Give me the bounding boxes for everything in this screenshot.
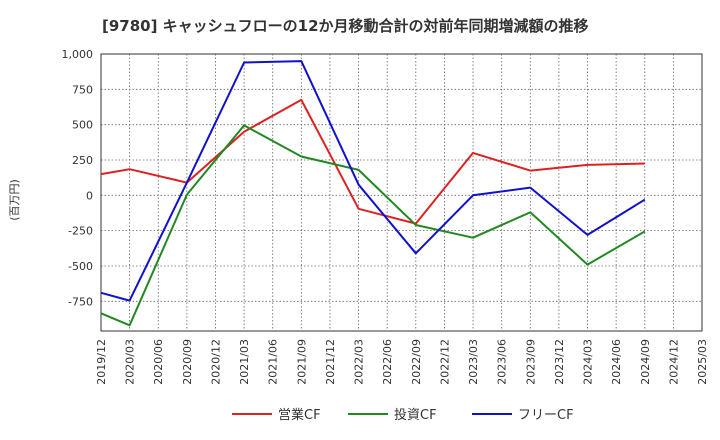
legend-label: 営業CF <box>278 407 321 423</box>
legend: 営業CF 投資CF フリーCF <box>232 407 574 423</box>
x-tick-label: 2019/12 <box>95 339 108 385</box>
x-tick-label: 2021/03 <box>238 339 251 385</box>
x-tick-label: 2020/12 <box>209 339 222 385</box>
x-tick-label: 2022/06 <box>381 339 394 385</box>
series-line-2 <box>100 60 646 302</box>
x-tick-label: 2023/03 <box>467 339 480 385</box>
x-tick-label: 2023/06 <box>496 339 509 385</box>
x-tick-label: 2021/09 <box>295 339 308 385</box>
x-tick-label: 2021/06 <box>267 339 280 385</box>
chart-title: [9780] キャッシュフローの12か月移動合計の対前年同期増減額の推移 <box>102 17 589 35</box>
x-tick-label: 2024/12 <box>667 339 680 385</box>
x-tick-label: 2023/09 <box>524 339 537 385</box>
x-tick-label: 2024/09 <box>639 339 652 385</box>
grid <box>100 53 703 331</box>
x-tick-label: 2022/03 <box>353 339 366 385</box>
legend-label: 投資CF <box>394 407 437 423</box>
y-tick-label: 250 <box>72 154 93 167</box>
y-axis-label: (百万円) <box>8 179 21 221</box>
axes: 1,000 750 500 250 0 -250 -500 -750 2019/12 2020/0… <box>62 48 710 385</box>
y-tick-label: -500 <box>68 260 93 273</box>
x-tick-label: 2025/03 <box>696 339 709 385</box>
x-tick-label: 2021/12 <box>324 339 337 385</box>
series-line-1 <box>100 124 646 327</box>
y-tick-label: -250 <box>68 225 93 238</box>
x-tick-label: 2020/03 <box>124 339 137 385</box>
x-tick-label: 2022/09 <box>410 339 423 385</box>
x-tick-label: 2020/06 <box>152 339 165 385</box>
plot-frame <box>100 53 703 332</box>
series-line-0 <box>100 98 645 225</box>
x-tick-label: 2024/03 <box>582 339 595 385</box>
y-tick-label: 1,000 <box>62 48 94 61</box>
y-tick-label: -750 <box>68 295 93 308</box>
y-tick-label: 0 <box>86 189 93 202</box>
series-lines <box>100 60 646 327</box>
legend-label: フリーCF <box>518 408 574 423</box>
y-tick-label: 750 <box>72 83 93 96</box>
x-tick-label: 2024/06 <box>610 339 623 385</box>
x-tick-label: 2023/12 <box>553 339 566 385</box>
y-tick-label: 500 <box>72 119 93 132</box>
x-tick-label: 2022/12 <box>438 339 451 385</box>
x-tick-label: 2020/09 <box>181 339 194 385</box>
